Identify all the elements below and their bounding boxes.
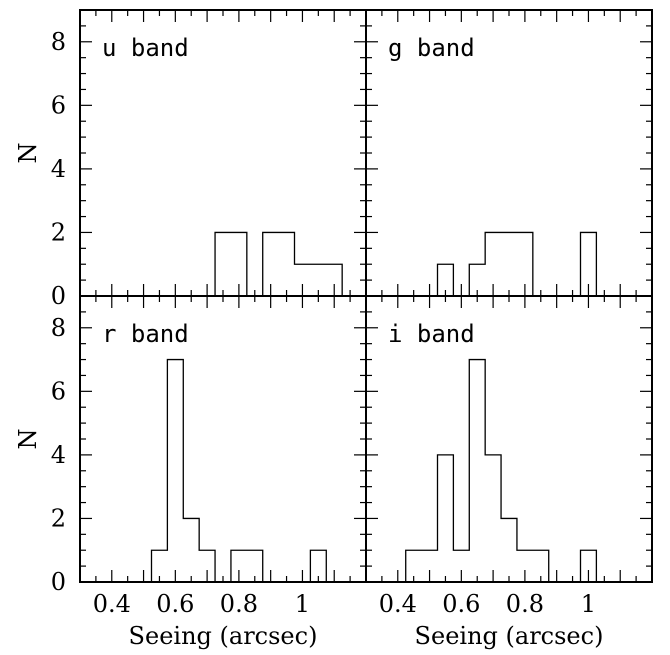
x-tick-label: 1 [295, 590, 310, 618]
x-axis-label: Seeing (arcsec) [415, 622, 604, 650]
x-tick-label: 1 [581, 590, 596, 618]
panel-label: r band [102, 320, 189, 348]
y-axis-label: N [14, 429, 42, 450]
histogram-u-band [214, 231, 343, 297]
panel-label: u band [102, 34, 189, 62]
y-tick-label: 6 [51, 91, 66, 119]
y-tick-label: 4 [51, 441, 66, 469]
histogram-r-band [150, 358, 327, 583]
y-tick-label: 8 [51, 28, 66, 56]
y-tick-label: 8 [51, 314, 66, 342]
y-tick-label: 6 [51, 377, 66, 405]
y-tick-label: 0 [51, 568, 66, 596]
y-tick-label: 2 [51, 218, 66, 246]
x-tick-label: 0.6 [156, 590, 194, 618]
panel-label: g band [388, 34, 475, 62]
x-tick-label: 0.4 [93, 590, 131, 618]
histogram-i-band [405, 358, 598, 583]
x-tick-label: 0.8 [220, 590, 258, 618]
y-tick-label: 2 [51, 504, 66, 532]
x-axis-label: Seeing (arcsec) [129, 622, 318, 650]
y-tick-label: 0 [51, 282, 66, 310]
x-tick-label: 0.4 [379, 590, 417, 618]
y-axis-label: N [14, 143, 42, 164]
x-tick-label: 0.8 [506, 590, 544, 618]
histogram-g-band [436, 231, 598, 297]
x-tick-label: 0.6 [442, 590, 480, 618]
y-tick-label: 4 [51, 155, 66, 183]
panel-label: i band [388, 320, 475, 348]
